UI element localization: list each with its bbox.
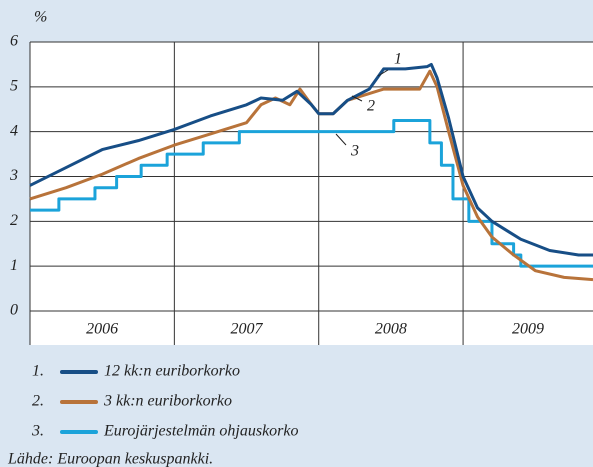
legend-label: Eurojärjestelmän ohjauskorko bbox=[103, 423, 299, 440]
y-tick-label: 1 bbox=[10, 257, 18, 274]
annotation: 3 bbox=[350, 143, 359, 160]
legend-number: 2. bbox=[32, 393, 44, 410]
legend-number: 3. bbox=[31, 423, 44, 440]
y-tick-label: 5 bbox=[10, 78, 18, 95]
y-tick-label: 2 bbox=[10, 212, 18, 229]
y-axis-label: % bbox=[34, 9, 47, 26]
x-tick-label: 2007 bbox=[231, 321, 264, 338]
annotation: 1 bbox=[394, 51, 402, 68]
annotation: 2 bbox=[367, 98, 375, 115]
source: Lähde: Euroopan keskuspankki. bbox=[7, 451, 213, 467]
x-tick-label: 2009 bbox=[512, 321, 544, 338]
x-tick-label: 2008 bbox=[375, 321, 407, 338]
legend-label: 12 kk:n euriborkorko bbox=[104, 363, 240, 380]
series-line bbox=[29, 62, 593, 257]
y-tick-label: 3 bbox=[9, 167, 18, 184]
leader-line bbox=[351, 95, 363, 102]
leader-line bbox=[335, 133, 347, 146]
y-tick-label: 6 bbox=[10, 33, 18, 50]
plot-area bbox=[30, 42, 593, 345]
x-tick-label: 2006 bbox=[86, 321, 118, 338]
legend-number: 1. bbox=[32, 363, 44, 380]
y-tick-label: 0 bbox=[10, 302, 18, 319]
series-line bbox=[30, 118, 593, 268]
legend-label: 3 kk:n euriborkorko bbox=[103, 393, 232, 410]
leader-line bbox=[377, 69, 389, 77]
y-tick-label: 4 bbox=[10, 122, 18, 139]
